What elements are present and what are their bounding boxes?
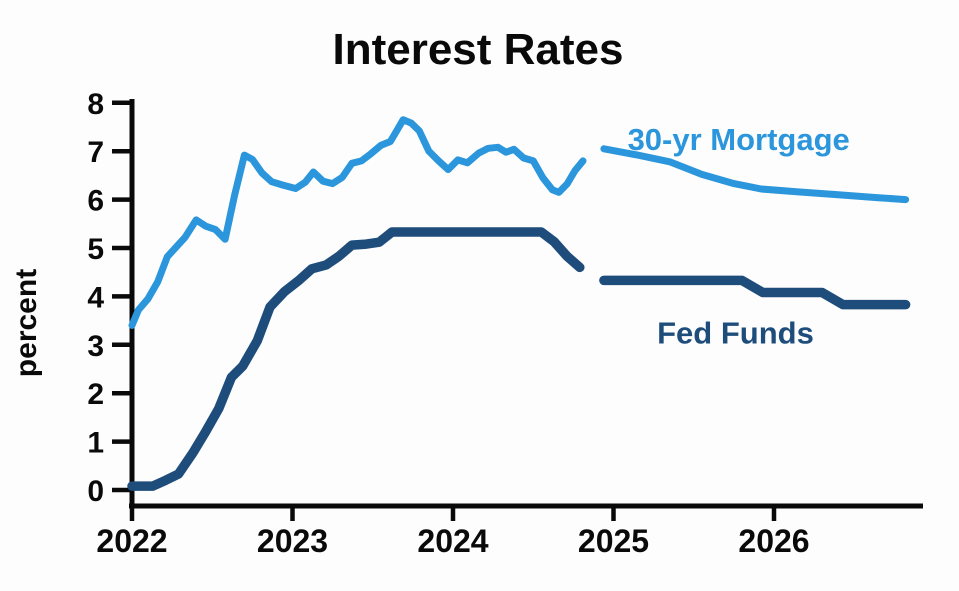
y-tick-label: 1 (87, 427, 104, 460)
x-tick-label: 2022 (96, 523, 167, 559)
data-series (127, 116, 911, 491)
y-tick-label: 7 (87, 136, 104, 169)
y-tick-label: 0 (87, 475, 104, 508)
y-tick-label: 2 (87, 378, 104, 411)
x-tick-label: 2024 (417, 523, 488, 559)
series-labels: 30-yr Mortgage Fed Funds (628, 122, 850, 351)
x-tick-label: 2023 (257, 523, 328, 559)
series-line-mortgage (600, 145, 910, 204)
y-tick-label: 5 (87, 233, 104, 266)
x-tick-label: 2025 (578, 523, 649, 559)
series-label: Fed Funds (657, 316, 814, 351)
y-axis-ticks: 0 1 2 3 4 5 6 7 8 (87, 88, 132, 508)
series-line-fed_funds (599, 275, 911, 310)
y-axis-label: percent (10, 269, 43, 377)
y-tick-label: 6 (87, 185, 104, 218)
x-axis-ticks: 2022 2023 2024 2025 2026 (96, 506, 810, 559)
series-label: 30-yr Mortgage (628, 122, 850, 157)
y-tick-label: 3 (87, 330, 104, 363)
chart-title: Interest Rates (332, 25, 623, 74)
y-tick-label: 4 (87, 281, 104, 314)
series-line-fed_funds (127, 227, 585, 491)
x-tick-label: 2026 (738, 523, 809, 559)
series-line-mortgage (128, 116, 587, 329)
y-tick-label: 8 (87, 88, 104, 121)
